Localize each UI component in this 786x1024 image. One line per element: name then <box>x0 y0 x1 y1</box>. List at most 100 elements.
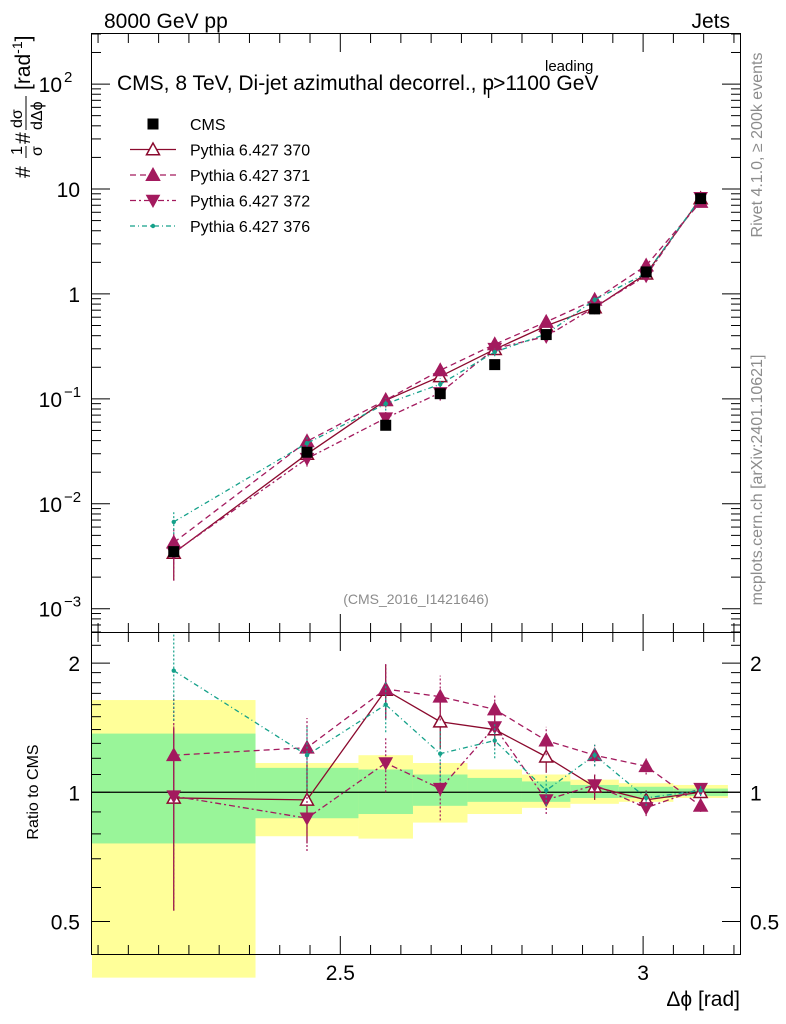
ratio-plot-frame <box>91 632 741 955</box>
y-title-num1: 1 <box>9 146 26 155</box>
process-label: Jets <box>691 10 730 33</box>
ratio-tick-label-right: 0.5 <box>750 911 779 934</box>
ratio-point-2 <box>299 812 315 826</box>
energy-label: 8000 GeV pp <box>104 10 228 33</box>
plot-title-tail: >1100 GeV <box>493 72 598 95</box>
main-point-3 <box>592 297 597 303</box>
cms-data-point <box>380 419 392 431</box>
plot-title-sup: leading <box>545 58 593 75</box>
ratio-y-axis-title: Ratio to CMS <box>25 744 42 839</box>
cms-data-point <box>640 266 652 278</box>
main-line-3 <box>173 197 702 523</box>
main-point-1 <box>165 534 182 549</box>
x-tick-label: 2.5 <box>326 962 355 985</box>
svg-text:#: # <box>12 166 35 178</box>
legend-marker-3 <box>145 194 161 209</box>
legend-label-2: Pythia 6.427 371 <box>190 168 310 185</box>
legend-marker-4 <box>150 223 156 229</box>
y-tick-label: 10 <box>39 389 62 412</box>
main-point-3 <box>438 382 443 387</box>
ratio-point-3 <box>304 753 310 758</box>
legend-marker-1 <box>145 141 161 156</box>
legend-marker-2 <box>145 166 161 181</box>
y-tick-label: 10 <box>39 494 62 517</box>
y-axis-title: # 1 σ # dσ dΔϕ [rad-1] <box>9 36 46 178</box>
analysis-id-label: (CMS_2016_I1421646) <box>343 591 489 607</box>
legend-label-4: Pythia 6.427 376 <box>190 219 310 236</box>
ratio-point-1 <box>692 797 709 812</box>
ratio-point-3 <box>698 788 703 793</box>
x-tick-label: 3 <box>637 962 649 985</box>
main-point-2 <box>487 342 503 357</box>
cms-data-point <box>301 446 313 458</box>
ratio-point-3 <box>592 753 597 758</box>
main-point-3 <box>171 519 176 525</box>
plot-title-sub: T <box>484 85 493 102</box>
ratio-point-1 <box>538 732 554 747</box>
axis-ticks <box>92 33 740 954</box>
mcplots-credit-label: mcplots.cern.ch [arXiv:2401.10621] <box>749 355 766 606</box>
legend-label-1: Pythia 6.427 370 <box>190 143 310 160</box>
ratio-point-2 <box>378 757 394 771</box>
y-tick-label-exponent: −1 <box>64 384 81 401</box>
cms-data-point <box>434 388 446 400</box>
ratio-point-3 <box>544 788 549 793</box>
ratio-point-1 <box>432 688 448 703</box>
y-tick-label-exponent: −2 <box>64 489 81 506</box>
cms-data-point <box>168 546 180 558</box>
band-stat-4 <box>467 777 522 802</box>
ratio-tick-label-right: 1 <box>750 782 762 805</box>
legend-label-3: Pythia 6.427 372 <box>190 194 310 211</box>
ratio-point-2 <box>432 782 448 797</box>
y-tick-label-exponent: −3 <box>64 594 81 611</box>
y-tick-label: 10 <box>39 74 62 97</box>
ratio-tick-label-left: 2 <box>68 653 80 676</box>
ratio-tick-label-right: 2 <box>750 653 762 676</box>
ratio-point-2 <box>587 779 603 793</box>
cms-data-point <box>489 359 501 371</box>
ratio-point-3 <box>383 702 388 707</box>
main-point-3 <box>304 440 310 446</box>
legend-marker-0 <box>147 118 159 130</box>
ratio-point-3 <box>492 738 497 743</box>
main-plot-series <box>165 190 709 581</box>
legend: CMS Pythia 6.427 370 Pythia 6.427 371 Pythi… <box>130 117 310 236</box>
main-point-3 <box>383 401 388 407</box>
y-title-num2: dσ <box>9 109 26 128</box>
cms-data-point <box>540 329 552 341</box>
ratio-point-1 <box>638 758 654 773</box>
plot-title-main: CMS, 8 TeV, Di-jet azimuthal decorrel., … <box>117 72 494 95</box>
ratio-point-3 <box>438 751 443 756</box>
main-point-1 <box>538 313 554 328</box>
y-title-den2: dΔϕ <box>29 101 46 130</box>
x-axis-title: Δϕ [rad] <box>666 988 740 1011</box>
y-tick-label-exponent: 2 <box>64 69 72 86</box>
y-tick-label: 10 <box>39 599 62 622</box>
y-title-unit: [rad-1] <box>9 36 35 90</box>
ratio-point-2 <box>166 790 182 804</box>
ratio-point-1 <box>377 680 394 695</box>
ratio-tick-label-left: 1 <box>68 782 80 805</box>
y-title-den1: σ <box>29 146 46 156</box>
y-tick-label: 10 <box>57 179 80 202</box>
ratio-point-3 <box>643 795 649 801</box>
ratio-plot-series <box>165 634 709 911</box>
ratio-point-1 <box>486 701 503 716</box>
main-point-1 <box>432 362 448 377</box>
ratio-point-2 <box>638 802 654 816</box>
cms-data-point <box>695 193 707 205</box>
main-point-3 <box>492 349 497 355</box>
cms-data-point <box>589 303 601 315</box>
y-title-hash-1: # <box>12 166 35 178</box>
y-tick-label: 1 <box>68 284 80 307</box>
ratio-point-0 <box>538 748 554 763</box>
ratio-point-0 <box>432 713 448 728</box>
rivet-version-label: Rivet 4.1.0, ≥ 200k events <box>749 53 766 238</box>
ratio-point-3 <box>171 668 176 673</box>
cms-uncertainty-bands <box>92 700 740 978</box>
ratio-tick-label-left: 0.5 <box>51 911 80 934</box>
plot-title: CMS, 8 TeV, Di-jet azimuthal decorrel., … <box>117 72 598 102</box>
ratio-point-2 <box>487 721 503 735</box>
